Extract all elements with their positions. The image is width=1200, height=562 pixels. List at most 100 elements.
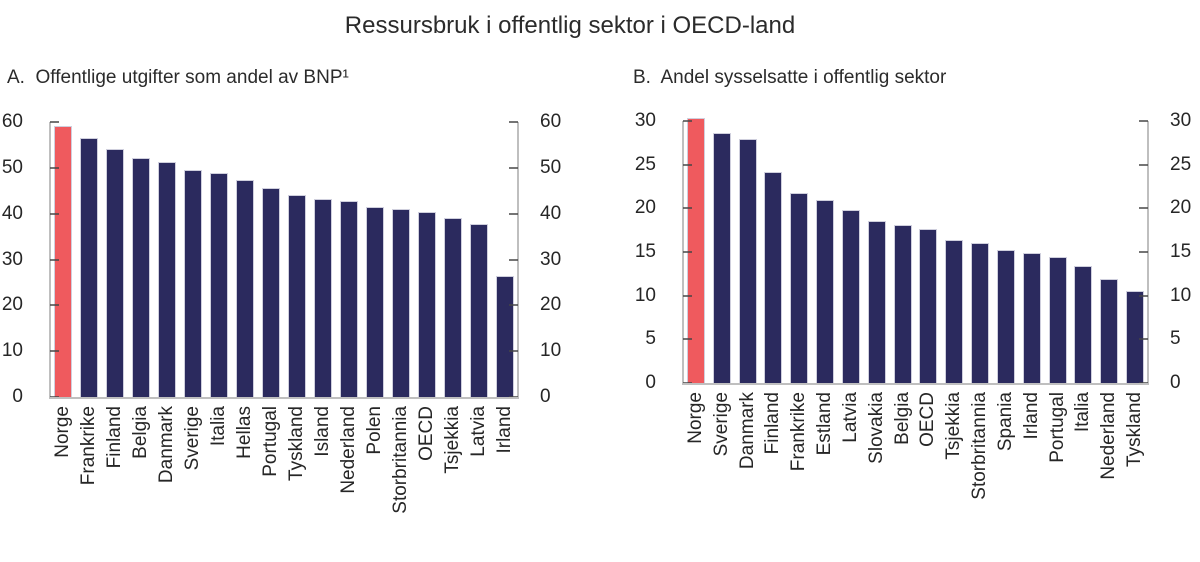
bar-frankrike [790,192,809,383]
x-label-latvia: Latvia [468,406,489,457]
bar-storbritannia [971,243,990,383]
y-tick-label-left: 0 [645,372,656,393]
panel-a-title: A. Offentlige utgifter som andel av BNP¹ [7,67,349,88]
x-label-italia: Italia [208,406,229,447]
x-label-belgia: Belgia [130,406,151,459]
bar-island [314,198,332,397]
x-label-irland: Irland [1020,392,1042,440]
x-label-oecd: OECD [416,406,437,461]
y-tick-label-right: 0 [540,386,551,407]
y-tick-label-right: 20 [540,294,562,316]
y-tick-right [1139,338,1148,341]
y-tick-label-right: 5 [1170,328,1181,350]
bar-norge [686,118,705,383]
x-label-island: Island [312,406,333,457]
bar-sverige [712,133,731,383]
bar-danmark [738,139,757,383]
x-label-nederland: Nederland [1098,392,1120,480]
x-label-slovakia: Slovakia [865,392,887,464]
y-tick-label-left: 60 [1,111,23,132]
bar-belgia [893,224,912,383]
bar-tyskland [288,195,306,397]
y-axis-line-right [517,122,519,397]
y-tick-label-left: 10 [634,284,656,306]
y-tick-label-left: 20 [634,197,656,219]
bar-latvia [841,210,860,383]
bar-slovakia [867,220,886,383]
bar-irland [1022,252,1041,383]
y-tick-label-left: 5 [645,328,656,350]
x-label-polen: Polen [364,406,385,455]
bar-sverige [184,169,202,397]
y-tick-label-right: 15 [1170,241,1192,262]
bar-finland [106,148,124,397]
y-tick-label-left: 50 [1,156,23,178]
x-label-oecd: OECD [917,392,939,447]
bar-tyskland [1126,291,1145,383]
y-tick-right [509,212,518,215]
x-label-danmark: Danmark [156,406,177,484]
y-tick-left [683,120,692,122]
x-label-storbritannia: Storbritannia [390,406,411,514]
x-label-finland: Finland [762,392,784,455]
y-tick-label-left: 25 [634,153,656,175]
x-label-tyskland: Tyskland [286,406,307,481]
x-label-portugal: Portugal [1046,392,1068,463]
y-tick-label-left: 30 [634,110,656,131]
bar-belgia [132,158,150,397]
y-tick-label-right: 25 [1170,153,1192,175]
y-tick-label-left: 15 [634,241,656,262]
y-tick-right [509,166,518,169]
bar-finland [764,171,783,383]
bar-nederland [1100,279,1119,383]
x-label-norge: Norge [52,406,73,458]
x-label-tyskland: Tyskland [1124,392,1146,467]
y-tick-right [509,350,518,353]
y-tick-right [509,121,518,123]
y-tick-right [1139,163,1148,166]
bar-italia [1074,265,1093,383]
y-tick-left [50,350,59,353]
y-tick-label-left: 10 [1,340,23,362]
x-label-belgia: Belgia [891,392,913,445]
y-tick-right [1139,251,1148,253]
bar-tsjekkia [945,239,964,383]
x-label-storbritannia: Storbritannia [969,392,991,500]
x-label-spania: Spania [994,392,1016,452]
bar-storbritannia [392,208,410,397]
y-tick-label-left: 0 [12,386,23,407]
y-tick-right [509,258,518,261]
bar-tsjekkia [444,218,462,397]
y-tick-label-right: 0 [1170,372,1181,393]
y-tick-left [50,212,59,215]
x-label-italia: Italia [1072,392,1094,433]
y-tick-right [1139,120,1148,122]
bar-frankrike [80,138,98,397]
y-tick-label-right: 40 [540,202,562,224]
y-tick-label-left: 30 [1,248,23,270]
panel-b-plot: 0 0 5 5 10 10 15 15 20 20 25 25 30 30 Norge Sverige Danm… [635,110,1191,500]
y-tick-left [683,251,692,253]
x-label-estland: Estland [814,392,836,456]
bar-italia [210,172,228,397]
y-tick-left [50,166,59,169]
bar-danmark [158,162,176,397]
y-tick-left [50,121,59,123]
y-tick-left [683,294,692,297]
bar-nederland [340,201,358,397]
figure-title: Ressursbruk i offentlig sektor i OECD-la… [344,12,796,39]
x-label-hellas: Hellas [234,406,255,459]
x-label-norge: Norge [684,392,706,444]
y-tick-left [50,304,59,307]
panel-a-plot: 0 0 10 10 20 20 30 30 40 40 50 50 60 60 Norge Frankrike… [2,111,561,514]
y-axis-line-right [1147,121,1149,383]
x-label-sverige: Sverige [182,406,203,471]
y-tick-left [683,207,692,210]
x-axis-line [49,397,519,399]
y-tick-label-right: 50 [540,156,562,178]
bar-oecd [919,229,938,383]
bar-polen [366,207,384,397]
y-tick-right [509,304,518,307]
x-axis-line [682,383,1149,385]
x-label-frankrike: Frankrike [78,406,99,486]
